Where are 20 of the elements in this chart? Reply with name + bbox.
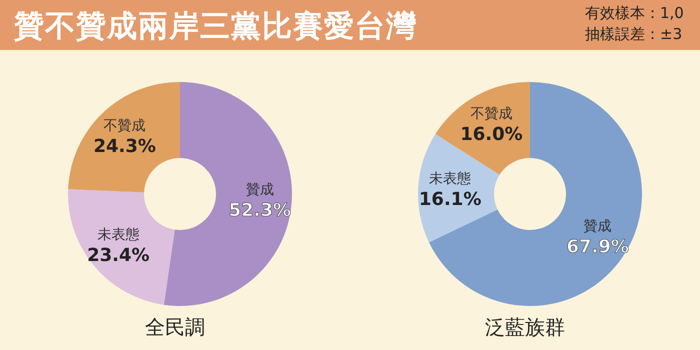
data-label: 23.4%: [87, 244, 150, 266]
text: 有效樣本：1,0: [585, 3, 684, 24]
slice-label: 未表態: [429, 171, 472, 188]
text: 全民調: [144, 314, 206, 341]
data-label: 16.0%: [460, 124, 523, 145]
donut-slice: [68, 189, 175, 305]
slice-label: 未表態: [97, 226, 140, 243]
text: 抽樣誤差：±3: [585, 24, 684, 45]
data-label: 16.1%: [418, 189, 482, 210]
slice-label: 不贊成: [470, 106, 512, 122]
donut-slice: [68, 82, 180, 192]
data-label: 24.3%: [93, 136, 156, 158]
slice-label: 贊成: [584, 218, 612, 235]
chart-title: 贊不贊成兩岸三黨比賽愛台灣: [14, 8, 417, 46]
data-label: 67.9%: [566, 236, 629, 258]
donut-slice: [164, 82, 292, 306]
data-label: 52.3%: [228, 200, 292, 221]
slice-label: 不贊成: [104, 118, 146, 134]
text: 泛藍族群: [484, 314, 566, 341]
slice-label: 贊成: [246, 182, 274, 198]
